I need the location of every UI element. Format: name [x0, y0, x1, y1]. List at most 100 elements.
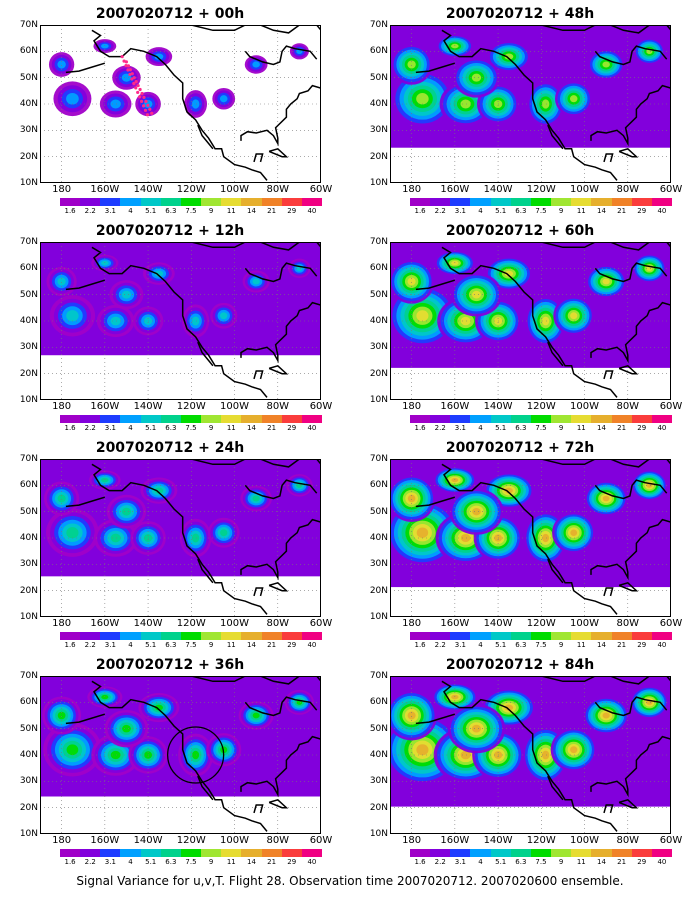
coastline [547, 775, 564, 801]
dropsonde-point [141, 104, 146, 108]
lon-tick-label: 80W [616, 184, 640, 195]
variance-contour [471, 290, 481, 299]
variance-contour [416, 527, 429, 538]
coastline [65, 279, 106, 291]
lat-tick-label: 50N [19, 289, 38, 300]
colorbar-swatch [611, 632, 632, 640]
lon-tick-label: 80W [266, 184, 290, 195]
colorbar-swatch [651, 415, 673, 423]
coastline [603, 153, 614, 163]
lon-tick-label: 60W [309, 618, 333, 629]
lon-tick-label: 180 [402, 401, 422, 412]
coastline [603, 370, 614, 380]
lat-tick-label: 20N [19, 151, 38, 162]
coastline [316, 242, 321, 249]
colorbar-label: 3.1 [104, 207, 116, 215]
lon-tick-label: 100W [570, 618, 600, 629]
lat-tick-label: 70N [369, 671, 388, 681]
dropsonde-point [142, 95, 146, 100]
colorbar-label: 4 [128, 207, 133, 215]
lat-tick-label: 50N [19, 723, 38, 734]
variance-contour [569, 95, 578, 103]
variance-contour [110, 316, 121, 326]
variance-contours [40, 676, 321, 834]
lat-tick-label: 30N [19, 776, 38, 787]
colorbar-swatch [510, 632, 531, 640]
colorbar-swatch [651, 198, 673, 206]
colorbar-label: 14 [596, 858, 606, 866]
variance-contour [602, 712, 610, 719]
colorbar-swatch [140, 632, 161, 640]
colorbar-label: 11 [226, 207, 236, 215]
lat-tick-label: 10N [19, 395, 38, 405]
colorbar-swatch [510, 415, 531, 423]
dropsonde-point [126, 68, 130, 72]
colorbar-label: 40 [307, 641, 317, 649]
colorbar-label: 21 [267, 858, 277, 866]
colorbar-swatch [221, 632, 242, 640]
colorbar-swatch [180, 198, 202, 206]
colorbar-label: 7.5 [185, 858, 197, 866]
verification-region [166, 726, 225, 784]
colorbar-swatch [80, 198, 101, 206]
coastline [268, 147, 289, 158]
colorbar-label: 3.1 [104, 641, 116, 649]
colorbar-swatch [60, 632, 81, 640]
colorbar-label: 1.6 [64, 858, 76, 866]
colorbar-swatch [60, 198, 81, 206]
coastline [541, 459, 596, 466]
lon-tick-label: 80W [616, 401, 640, 412]
colorbar-label: 21 [617, 207, 627, 215]
colorbar [60, 198, 323, 206]
colorbar-label: 1.6 [64, 424, 76, 432]
lon-tick-label: 180 [52, 184, 72, 195]
lat-tick-label: 20N [19, 585, 38, 596]
dropsonde-point [138, 87, 142, 92]
colorbar-label: 5.1 [495, 424, 507, 432]
lon-tick-label: 160W [90, 184, 120, 195]
lat-tick-label: 60N [369, 46, 388, 57]
lat-tick-label: 10N [19, 829, 38, 839]
colorbar-swatch [140, 415, 161, 423]
colorbar-label: 29 [287, 207, 297, 215]
colorbar-swatch [571, 415, 592, 423]
colorbar-swatch [571, 198, 592, 206]
lon-tick-label: 180 [402, 618, 422, 629]
lat-tick-label: 40N [19, 316, 38, 326]
colorbar-swatch [490, 198, 511, 206]
variance-contours [390, 242, 671, 400]
panel-title: 2007020712 + 72h [445, 440, 595, 456]
variance-contour [191, 99, 200, 109]
variance-contour [416, 93, 429, 105]
lon-tick-label: 140W [483, 618, 513, 629]
lat-tick-label: 30N [369, 125, 388, 136]
variance-contour [451, 694, 459, 700]
lon-tick-label: 140W [483, 401, 513, 412]
coastline [253, 804, 264, 814]
colorbar-swatch [281, 849, 302, 857]
colorbar-swatch [611, 415, 632, 423]
variance-contour [57, 494, 66, 503]
lon-tick-label: 140W [483, 184, 513, 195]
lon-tick-label: 180 [52, 835, 72, 846]
colorbar-label: 40 [657, 207, 667, 215]
lon-tick-label: 100W [220, 618, 250, 629]
colorbar-label: 40 [307, 207, 317, 215]
colorbar-label: 1.6 [64, 641, 76, 649]
colorbar-swatch [651, 632, 673, 640]
lon-tick-label: 180 [52, 618, 72, 629]
variance-contour [252, 61, 260, 68]
colorbar-label: 4 [478, 424, 483, 432]
dropsonde-point [144, 99, 148, 103]
lon-tick-label: 160W [440, 835, 470, 846]
colorbar-label: 7.5 [535, 207, 547, 215]
variance-contour [407, 494, 416, 503]
lat-tick-label: 70N [369, 237, 388, 247]
colorbar-label: 6.3 [165, 858, 177, 866]
coastline [253, 370, 264, 380]
colorbar-label: 9 [208, 858, 214, 866]
colorbar-label: 7.5 [535, 424, 547, 432]
colorbar-swatch [180, 632, 202, 640]
colorbar-label: 6.3 [515, 207, 527, 215]
colorbar-swatch [430, 198, 451, 206]
